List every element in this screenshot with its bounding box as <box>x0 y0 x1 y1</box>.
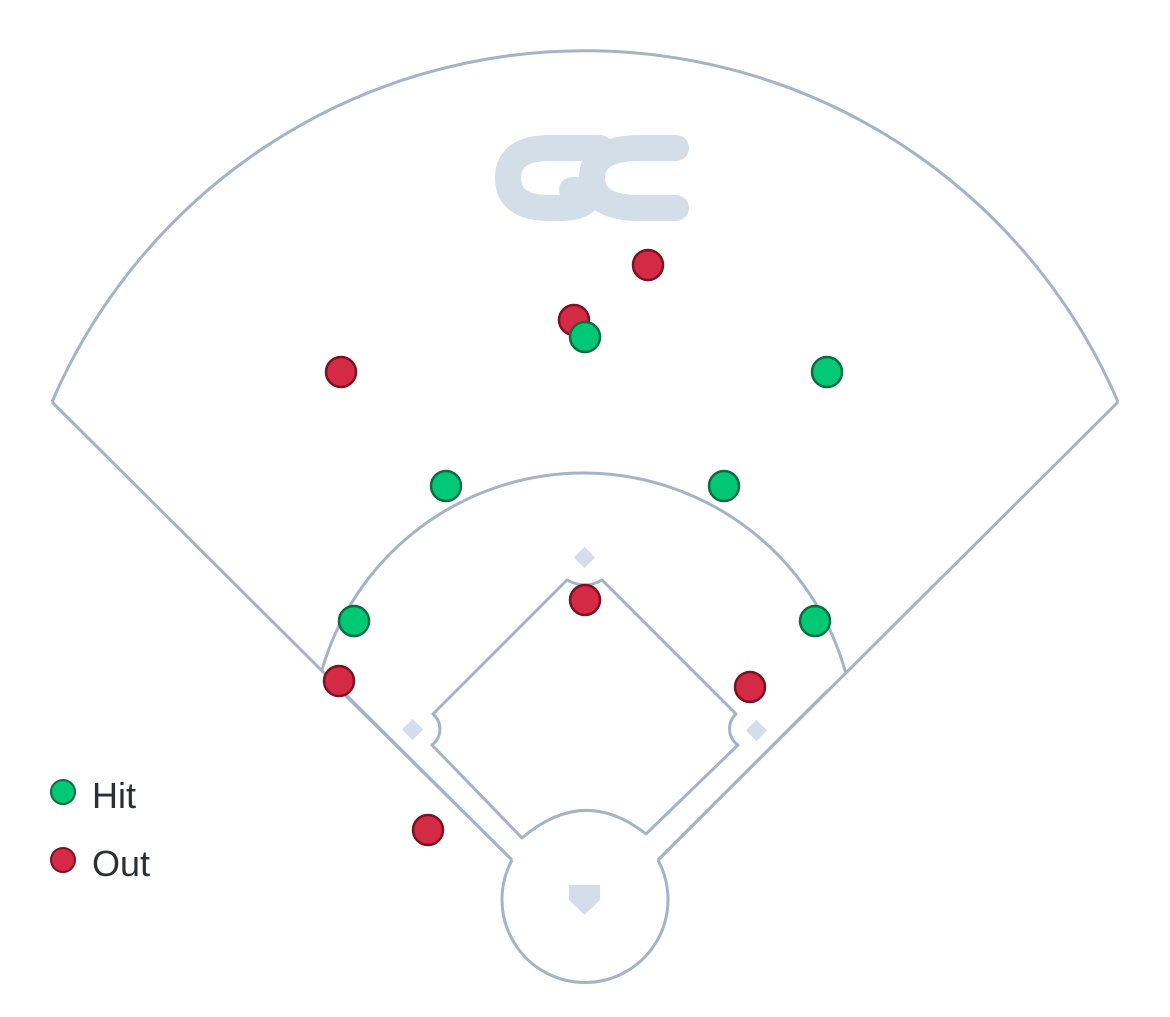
home-plate-circle <box>500 859 670 984</box>
out-legend-icon <box>50 847 76 873</box>
right-inner-line <box>656 688 830 862</box>
outfield-fence <box>50 49 1120 403</box>
hit-marker <box>798 604 832 638</box>
out-marker <box>322 664 356 698</box>
second-base <box>573 546 596 569</box>
out-marker <box>568 583 602 617</box>
hit-marker <box>337 604 371 638</box>
legend: Hit Out <box>50 772 150 908</box>
out-marker <box>411 813 445 847</box>
hit-legend-icon <box>50 779 76 805</box>
out-marker <box>631 248 665 282</box>
infield-arc <box>320 471 848 675</box>
legend-item-hit: Hit <box>50 772 150 820</box>
home-plate <box>569 885 600 915</box>
hit-marker <box>707 469 741 503</box>
hit-marker <box>568 320 602 354</box>
hits-top-layer <box>568 320 602 354</box>
hit-marker <box>429 469 463 503</box>
first-base <box>745 719 768 742</box>
hit-marker <box>810 355 844 389</box>
outs-layer <box>322 248 767 847</box>
left-inner-line <box>340 690 514 862</box>
legend-label-hit: Hit <box>92 775 136 816</box>
out-marker <box>733 670 767 704</box>
hits-layer <box>337 355 844 638</box>
legend-label-out: Out <box>92 843 151 884</box>
third-base <box>401 718 424 741</box>
out-marker <box>324 355 358 389</box>
legend-item-out: Out <box>50 840 150 888</box>
gc-logo <box>495 135 689 221</box>
infield-diamond <box>430 578 740 840</box>
